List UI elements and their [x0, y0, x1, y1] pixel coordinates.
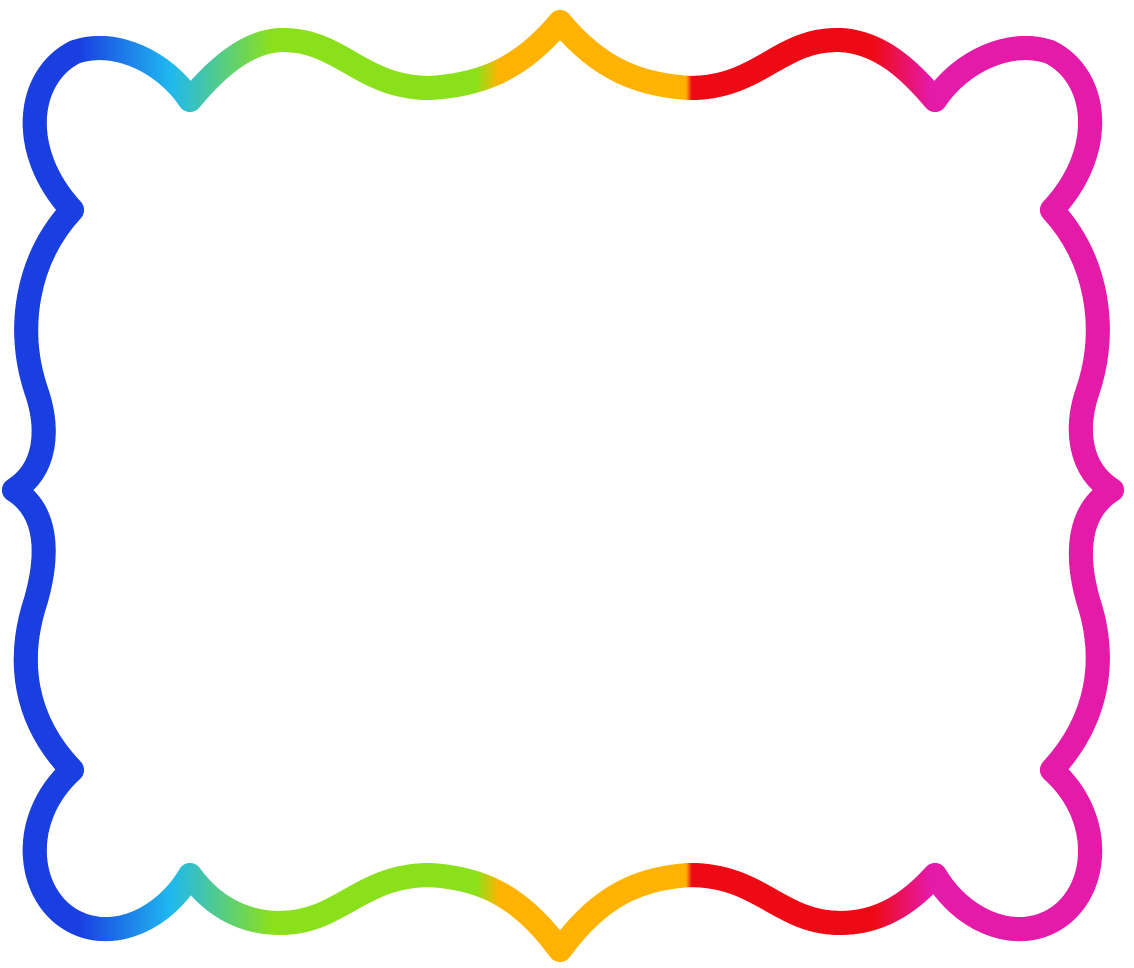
frame-border — [2, 10, 1124, 962]
frame-inner-line — [14, 22, 1112, 950]
